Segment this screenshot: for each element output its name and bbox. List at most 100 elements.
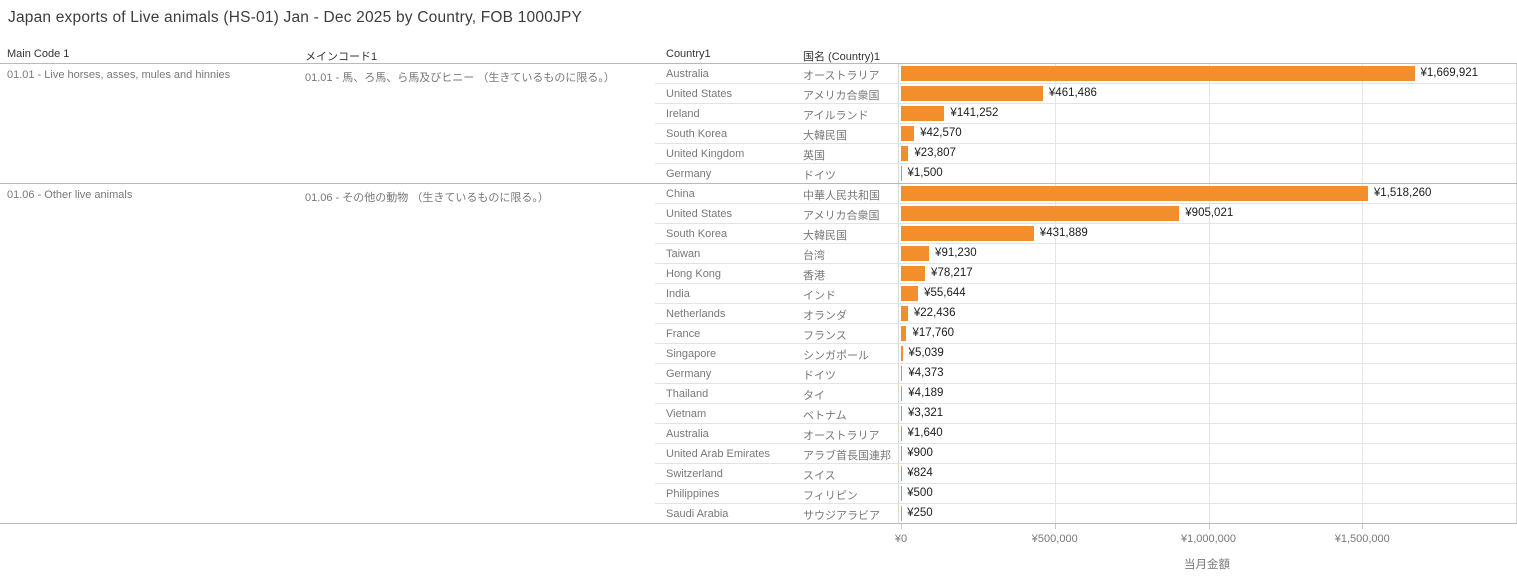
country-label[interactable]: Germany (666, 368, 712, 380)
country-label[interactable]: Australia (666, 428, 709, 440)
country-label[interactable]: South Korea (666, 128, 728, 140)
country-jp-label[interactable]: アメリカ合衆国 (803, 90, 880, 102)
bar-mark[interactable] (901, 366, 903, 381)
bar-cell: ¥1,640 (898, 424, 1516, 444)
axis-tick-label: ¥0 (894, 533, 908, 545)
country-label[interactable]: Germany (666, 168, 712, 180)
x-gridline (1208, 64, 1210, 524)
table-row: Singapore シンガポール ¥5,039 (655, 344, 1516, 364)
country-jp-label[interactable]: ベトナム (803, 410, 847, 422)
column-header-main-code[interactable]: Main Code 1 (7, 48, 70, 60)
value-label: ¥500 (907, 487, 933, 499)
country-label[interactable]: Netherlands (666, 308, 726, 320)
bar-mark[interactable] (901, 286, 919, 301)
country-jp-label[interactable]: 大韓民国 (803, 230, 847, 242)
country-label[interactable]: Singapore (666, 348, 717, 360)
country-jp-label[interactable]: 台湾 (803, 250, 825, 262)
bar-mark[interactable] (901, 406, 903, 421)
table-row: Australia オーストラリア ¥1,669,921 (655, 64, 1516, 84)
country-label[interactable]: Hong Kong (666, 268, 722, 280)
main-code-jp-label[interactable]: 01.01 - 馬、ろ馬、ら馬及びヒニー （生きているものに限る。） (305, 72, 615, 84)
country-jp-label[interactable]: タイ (803, 390, 825, 402)
table-row: Taiwan 台湾 ¥91,230 (655, 244, 1516, 264)
bar-mark[interactable] (901, 146, 909, 161)
table-row: United States アメリカ合衆国 ¥905,021 (655, 204, 1516, 224)
x-axis: ¥0 ¥500,000 ¥1,000,000 ¥1,500,000 (0, 524, 1517, 581)
bar-mark[interactable] (901, 266, 926, 281)
value-label: ¥461,486 (1048, 87, 1097, 99)
main-code-label[interactable]: 01.06 - Other live animals (7, 189, 133, 201)
bar-mark[interactable] (901, 226, 1034, 241)
axis-tick-label: ¥1,500,000 (1334, 533, 1390, 545)
table-row: France フランス ¥17,760 (655, 324, 1516, 344)
country-jp-label[interactable]: 大韓民国 (803, 130, 847, 142)
country-label[interactable]: Philippines (666, 488, 720, 500)
country-jp-label[interactable]: ドイツ (803, 170, 836, 182)
column-header-country-jp[interactable]: 国名 (Country)1 (803, 51, 881, 63)
x-axis-title: 当月金額 (1184, 559, 1230, 571)
value-label: ¥905,021 (1185, 207, 1234, 219)
bar-mark[interactable] (901, 306, 908, 321)
country-label[interactable]: Switzerland (666, 468, 723, 480)
value-label: ¥1,669,921 (1420, 67, 1479, 79)
bar-mark[interactable] (901, 206, 1180, 221)
bar-mark[interactable] (901, 106, 945, 121)
axis-tick (901, 524, 902, 529)
country-jp-label[interactable]: アラブ首長国連邦 (803, 450, 891, 462)
country-jp-label[interactable]: フィリピン (803, 490, 858, 502)
country-label[interactable]: Taiwan (666, 248, 701, 260)
country-label[interactable]: China (666, 188, 695, 200)
bar-cell: ¥4,373 (898, 364, 1516, 384)
country-label[interactable]: Ireland (666, 108, 700, 120)
bar-mark[interactable] (901, 86, 1043, 101)
column-header-main-code-jp[interactable]: メインコード1 (305, 51, 378, 63)
country-label[interactable]: Thailand (666, 388, 709, 400)
country-jp-label[interactable]: サウジアラビア (803, 510, 880, 522)
country-label[interactable]: United Arab Emirates (666, 448, 770, 460)
value-label: ¥4,373 (908, 367, 944, 379)
country-label[interactable]: Vietnam (666, 408, 707, 420)
bar-mark[interactable] (901, 186, 1368, 201)
country-jp-label[interactable]: オーストラリア (803, 430, 880, 442)
country-jp-label[interactable]: 香港 (803, 270, 825, 282)
bar-mark[interactable] (901, 426, 902, 441)
bar-mark[interactable] (901, 66, 1415, 81)
country-label[interactable]: France (666, 328, 701, 340)
country-jp-label[interactable]: フランス (803, 330, 847, 342)
country-label[interactable]: Australia (666, 68, 709, 80)
country-label[interactable]: United Kingdom (666, 148, 745, 160)
value-label: ¥17,760 (912, 327, 955, 339)
column-header-country[interactable]: Country1 (666, 48, 711, 60)
main-code-jp-label[interactable]: 01.06 - その他の動物 （生きているものに限る。） (305, 192, 549, 204)
main-code-label[interactable]: 01.01 - Live horses, asses, mules and hi… (7, 69, 231, 81)
country-jp-label[interactable]: ドイツ (803, 370, 836, 382)
bar-mark[interactable] (901, 346, 903, 361)
bar-cell: ¥905,021 (898, 204, 1516, 224)
country-label[interactable]: United States (666, 208, 733, 220)
country-label[interactable]: United States (666, 88, 733, 100)
country-jp-label[interactable]: インド (803, 290, 836, 302)
value-label: ¥3,321 (908, 407, 944, 419)
bar-mark[interactable] (901, 126, 915, 141)
bar-mark[interactable] (901, 386, 903, 401)
x-gridline (1054, 64, 1056, 524)
bar-cell: ¥141,252 (898, 104, 1516, 124)
country-jp-label[interactable]: 英国 (803, 150, 825, 162)
bar-cell: ¥4,189 (898, 384, 1516, 404)
axis-tick-label: ¥500,000 (1031, 533, 1078, 545)
country-jp-label[interactable]: 中華人民共和国 (803, 190, 880, 202)
bar-mark[interactable] (901, 326, 907, 341)
table-row: Switzerland スイス ¥824 (655, 464, 1516, 484)
bar-mark[interactable] (901, 246, 930, 261)
country-jp-label[interactable]: オランダ (803, 310, 847, 322)
country-label[interactable]: South Korea (666, 228, 728, 240)
country-label[interactable]: India (666, 288, 690, 300)
country-jp-label[interactable]: シンガポール (803, 350, 869, 362)
country-jp-label[interactable]: アイルランド (803, 110, 869, 122)
value-label: ¥1,640 (907, 427, 943, 439)
country-jp-label[interactable]: アメリカ合衆国 (803, 210, 880, 222)
country-jp-label[interactable]: スイス (803, 470, 836, 482)
country-label[interactable]: Saudi Arabia (666, 508, 729, 520)
country-jp-label[interactable]: オーストラリア (803, 70, 880, 82)
value-label: ¥250 (907, 507, 933, 519)
